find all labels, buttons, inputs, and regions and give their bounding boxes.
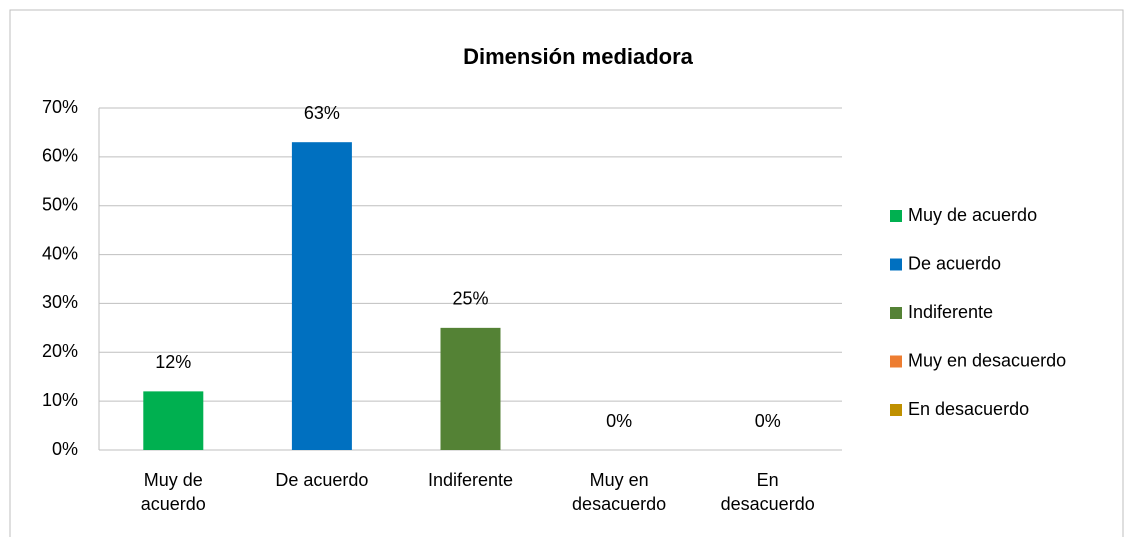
- x-tick-label-box: En desacuerdo: [720, 470, 815, 514]
- data-label: 25%: [452, 289, 488, 309]
- legend-swatch: [890, 404, 902, 416]
- legend-label: Muy en desacuerdo: [908, 350, 1066, 370]
- legend-label: Muy de acuerdo: [908, 205, 1037, 225]
- legend-label: En desacuerdo: [908, 399, 1029, 419]
- bar: [291, 142, 352, 450]
- legend-swatch: [890, 307, 902, 319]
- data-label: 0%: [755, 411, 781, 431]
- data-label: 0%: [606, 411, 632, 431]
- legend-label: De acuerdo: [908, 253, 1001, 273]
- x-tick-label: De acuerdo: [275, 470, 369, 490]
- y-tick-label: 20%: [42, 341, 78, 361]
- y-tick-label: 0%: [52, 439, 78, 459]
- y-tick-label: 30%: [42, 292, 78, 312]
- x-tick-label-box: Indiferente: [427, 470, 514, 490]
- y-tick-label: 10%: [42, 390, 78, 410]
- chart-frame: [9, 9, 1124, 537]
- legend-swatch: [890, 355, 902, 368]
- y-tick-label: 40%: [42, 243, 78, 263]
- x-tick-label: Muy de acuerdo: [140, 470, 206, 514]
- bar: [440, 327, 501, 450]
- legend-swatch: [890, 210, 902, 222]
- chart-title: Dimensión mediadora: [463, 44, 694, 69]
- data-label: 12%: [155, 352, 191, 372]
- x-tick-label: Muy en desacuerdo: [572, 470, 667, 514]
- data-label: 63%: [304, 103, 340, 123]
- y-tick-label: 50%: [42, 194, 78, 214]
- y-tick-label: 70%: [42, 97, 78, 117]
- x-tick-label: Indiferente: [427, 470, 514, 490]
- x-tick-label: En desacuerdo: [720, 470, 815, 514]
- x-tick-label-box: Muy de acuerdo: [140, 470, 206, 514]
- y-tick-label: 60%: [42, 146, 78, 166]
- legend-swatch: [890, 258, 902, 271]
- x-tick-label-box: Muy en desacuerdo: [572, 470, 667, 514]
- legend-label: Indiferente: [908, 302, 993, 322]
- bar: [143, 391, 204, 450]
- x-tick-label-box: De acuerdo: [275, 470, 369, 490]
